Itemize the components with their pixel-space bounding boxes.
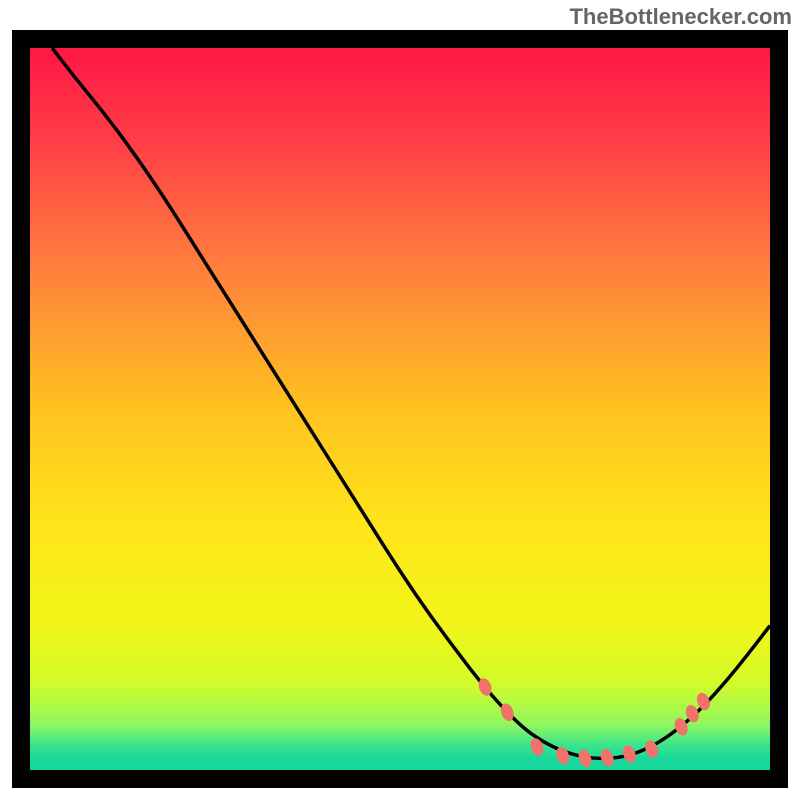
watermark-text: TheBottlenecker.com: [569, 4, 792, 30]
gradient-backdrop: [30, 48, 770, 770]
chart-root: TheBottlenecker.com: [0, 0, 800, 800]
plot-area: [30, 48, 770, 770]
